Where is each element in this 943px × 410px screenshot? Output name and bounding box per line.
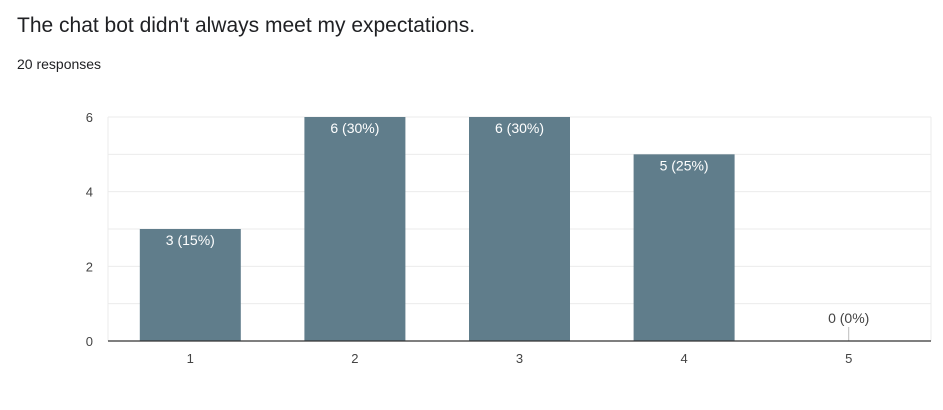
x-tick-label: 3 bbox=[516, 351, 523, 366]
x-tick-label: 5 bbox=[845, 351, 852, 366]
bars bbox=[139, 117, 850, 341]
data-labels: 3 (15%) 6 (30%) 6 (30%) 5 (25%) 0 (0%) bbox=[166, 120, 870, 326]
data-label: 0 (0%) bbox=[828, 310, 869, 326]
data-label: 6 (30%) bbox=[495, 120, 544, 136]
x-tick-label: 1 bbox=[187, 351, 194, 366]
question-title: The chat bot didn't always meet my expec… bbox=[17, 14, 476, 37]
bar-2 bbox=[304, 117, 406, 341]
response-count: 20 responses bbox=[17, 56, 102, 72]
y-tick-label: 6 bbox=[86, 110, 93, 125]
x-tick-label: 4 bbox=[680, 351, 687, 366]
y-tick-label: 0 bbox=[86, 334, 93, 349]
data-label: 5 (25%) bbox=[660, 157, 709, 173]
y-tick-label: 2 bbox=[86, 259, 93, 274]
bar-4 bbox=[633, 154, 735, 341]
x-axis-ticks: 1 2 3 4 5 bbox=[187, 351, 853, 366]
y-axis-ticks: 0 2 4 6 bbox=[86, 110, 93, 349]
data-label: 6 (30%) bbox=[330, 120, 379, 136]
y-tick-label: 4 bbox=[86, 185, 93, 200]
x-tick-label: 2 bbox=[351, 351, 358, 366]
data-label: 3 (15%) bbox=[166, 232, 215, 248]
bar-1 bbox=[139, 229, 241, 341]
bar-3 bbox=[469, 117, 570, 341]
